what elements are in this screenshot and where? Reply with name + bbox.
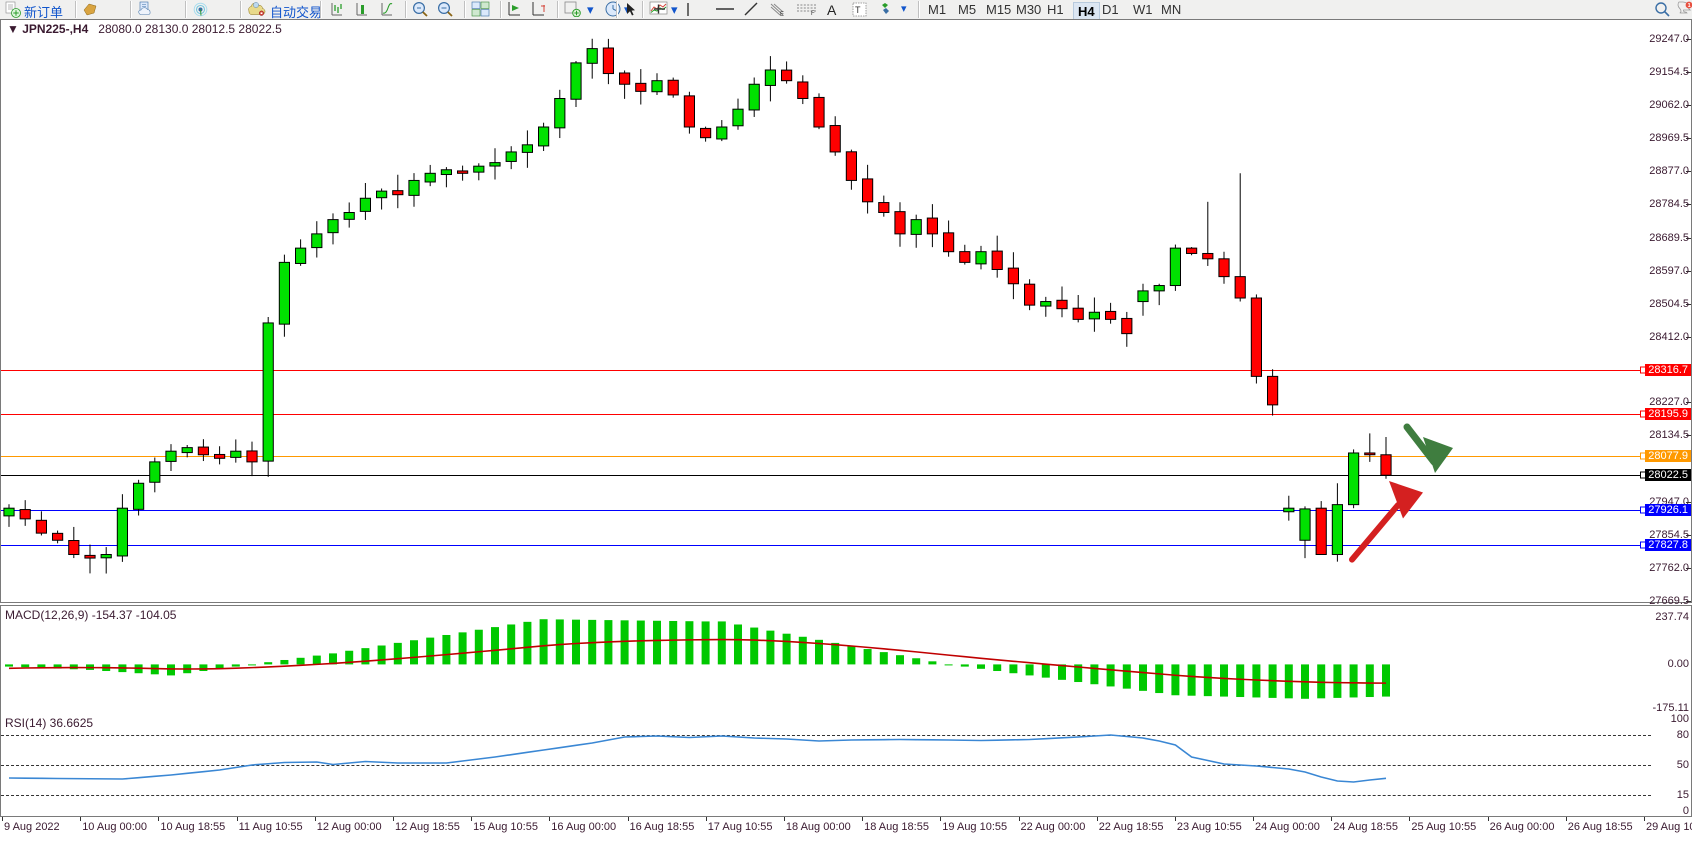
svg-text:F: F <box>811 11 815 15</box>
svg-text:1: 1 <box>1688 3 1691 9</box>
svg-text:T: T <box>855 5 861 15</box>
svg-text:E: E <box>780 12 784 17</box>
